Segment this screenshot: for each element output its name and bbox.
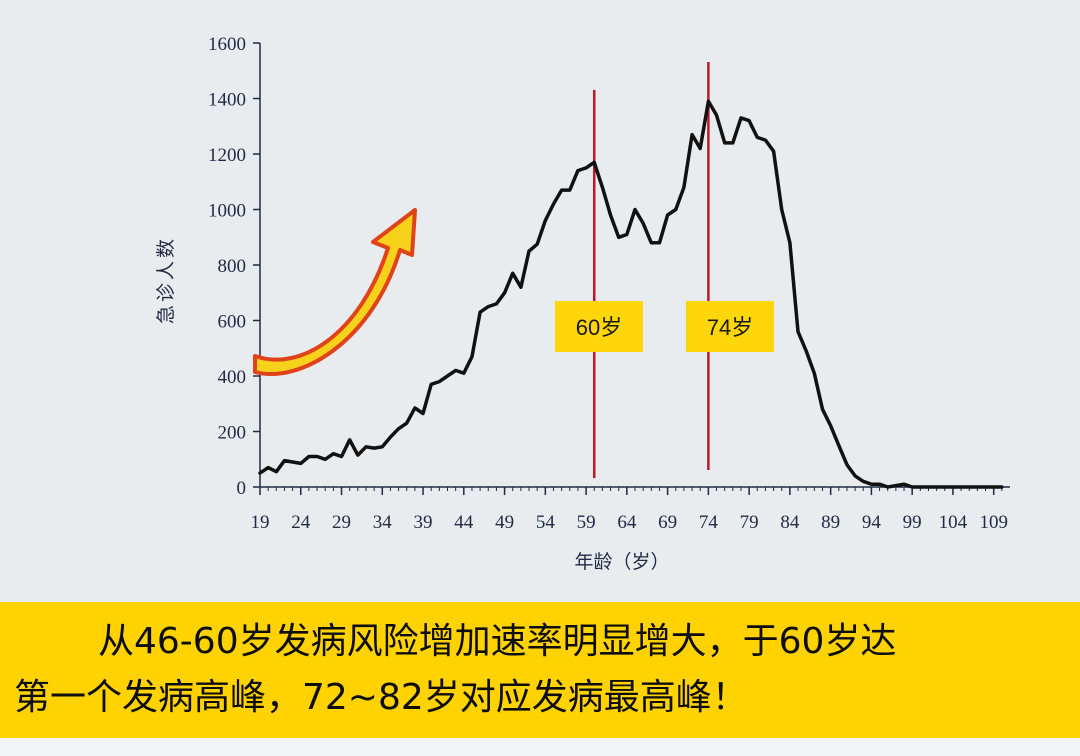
footer-strip [0, 738, 1080, 756]
x-tick-label: 69 [658, 512, 677, 533]
marker-lines: 60岁 74岁 [555, 62, 774, 478]
y-tick-label: 1000 [208, 201, 246, 222]
y-tick-label: 1200 [208, 145, 246, 166]
y-tick-label: 400 [218, 367, 247, 388]
y-tick-label: 1600 [208, 34, 246, 55]
x-tick-label: 89 [821, 512, 840, 533]
x-tick-label: 24 [291, 512, 311, 533]
y-tick-label: 200 [218, 423, 247, 444]
y-axis: 0 200 400 600 800 1000 1200 1400 1600 [208, 34, 261, 499]
marker-label-box-60 [555, 301, 643, 352]
x-tick-label: 74 [699, 512, 719, 533]
x-axis-title: 年龄（岁） [574, 551, 669, 573]
x-tick-label: 99 [903, 512, 922, 533]
x-tick-label: 104 [939, 512, 968, 533]
curved-arrow-icon [253, 208, 417, 376]
y-tick-label: 0 [237, 478, 247, 499]
y-tick-label: 600 [218, 312, 247, 333]
y-tick-label: 800 [218, 256, 247, 277]
x-tick-label: 29 [332, 512, 351, 533]
x-tick-label: 84 [780, 512, 800, 533]
y-tick-label: 1400 [208, 90, 246, 111]
x-tick-label: 79 [740, 512, 759, 533]
marker-label-60: 60岁 [576, 315, 622, 340]
x-axis: 19 24 29 34 39 44 49 54 59 64 69 74 79 84 89 94 99 104 109 [251, 486, 1010, 533]
x-tick-label: 44 [454, 512, 474, 533]
caption-line-2: 第一个发病高峰，72~82岁对应发病最高峰！ [14, 677, 748, 718]
x-tick-label: 19 [251, 512, 270, 533]
x-tick-label: 34 [373, 512, 393, 533]
x-tick-label: 59 [577, 512, 596, 533]
marker-label-box-74 [686, 301, 774, 352]
x-tick-label: 39 [414, 512, 433, 533]
caption-banner: 从46-60岁发病风险增加速率明显增大，于60岁达 第一个发病高峰，72~82岁… [0, 602, 1080, 738]
x-tick-label: 109 [979, 512, 1008, 533]
curved-arrow-shape [253, 208, 417, 376]
x-tick-label: 54 [536, 512, 556, 533]
chart: 0 200 400 600 800 1000 1200 1400 1600 19 24 29 34 39… [155, 34, 1010, 573]
caption-line-1: 从46-60岁发病风险增加速率明显增大，于60岁达 [98, 621, 897, 662]
x-tick-label: 49 [495, 512, 514, 533]
x-tick-label: 94 [862, 512, 882, 533]
y-axis-title: 急诊人数 [155, 236, 177, 324]
series-line-er-visits [258, 99, 1004, 489]
x-tick-label: 64 [617, 512, 637, 533]
marker-label-74: 74岁 [707, 315, 753, 340]
